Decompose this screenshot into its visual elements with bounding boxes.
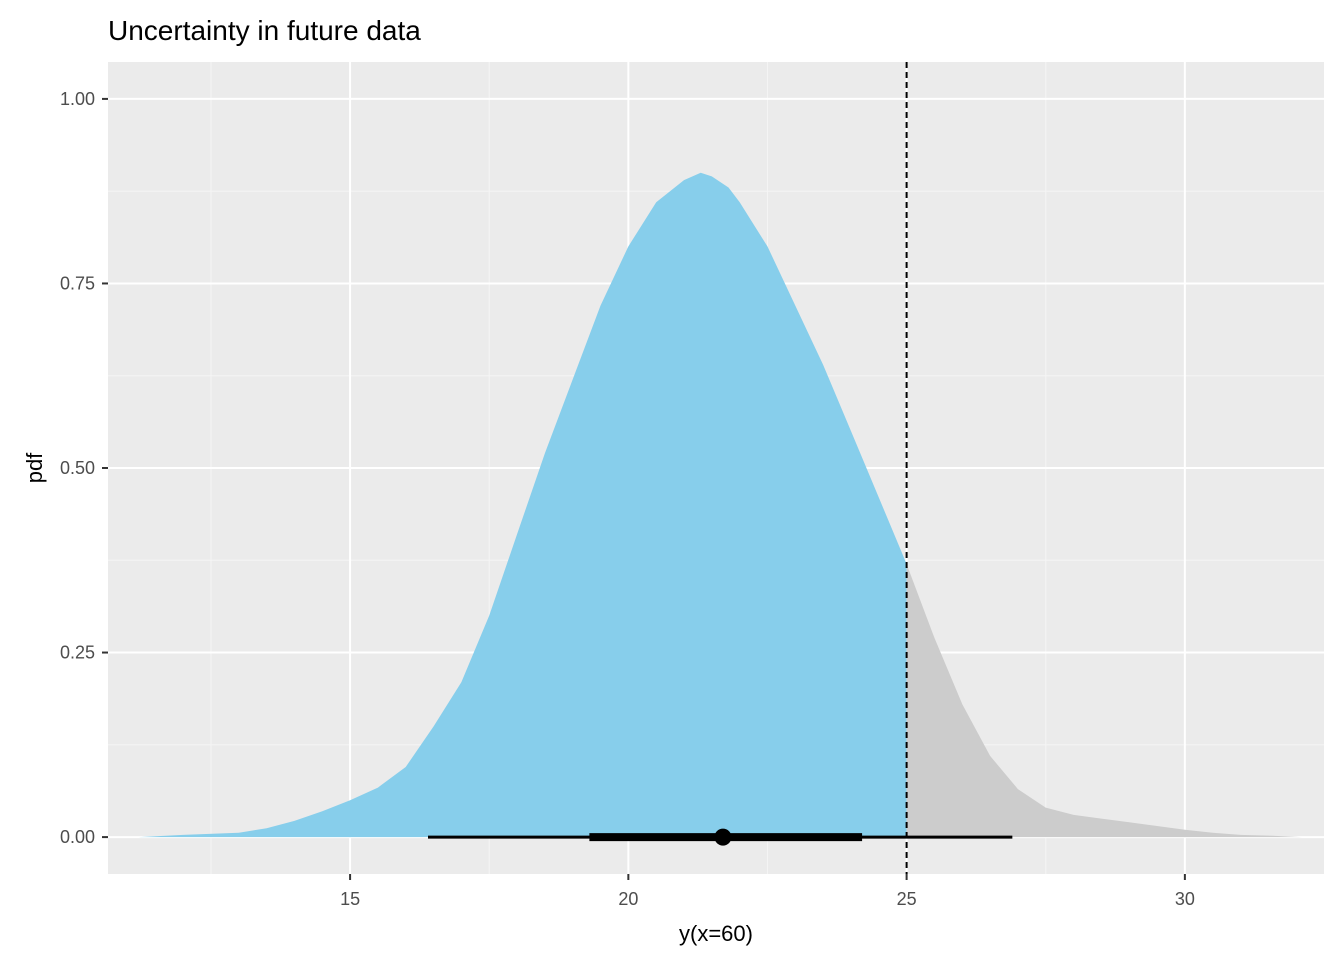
y-tick-label: 1.00 — [60, 89, 95, 109]
y-axis-ticks: 0.00 0.25 0.50 0.75 1.00 — [60, 89, 108, 847]
x-tick-label: 25 — [897, 889, 917, 909]
y-tick-label: 0.75 — [60, 273, 95, 293]
density-area-below-threshold — [138, 172, 907, 838]
density-area-above-threshold — [906, 564, 1302, 838]
x-axis-title: y(x=60) — [679, 921, 753, 946]
chart-title: Uncertainty in future data — [108, 15, 421, 46]
interval-point-estimate — [714, 828, 732, 846]
y-tick-label: 0.00 — [60, 827, 95, 847]
y-tick-label: 0.50 — [60, 458, 95, 478]
x-axis-ticks: 15 20 25 30 — [340, 874, 1195, 909]
x-tick-label: 20 — [618, 889, 638, 909]
y-axis-title: pdf — [22, 452, 47, 483]
y-tick-label: 0.25 — [60, 643, 95, 663]
x-tick-label: 30 — [1175, 889, 1195, 909]
x-tick-label: 15 — [340, 889, 360, 909]
